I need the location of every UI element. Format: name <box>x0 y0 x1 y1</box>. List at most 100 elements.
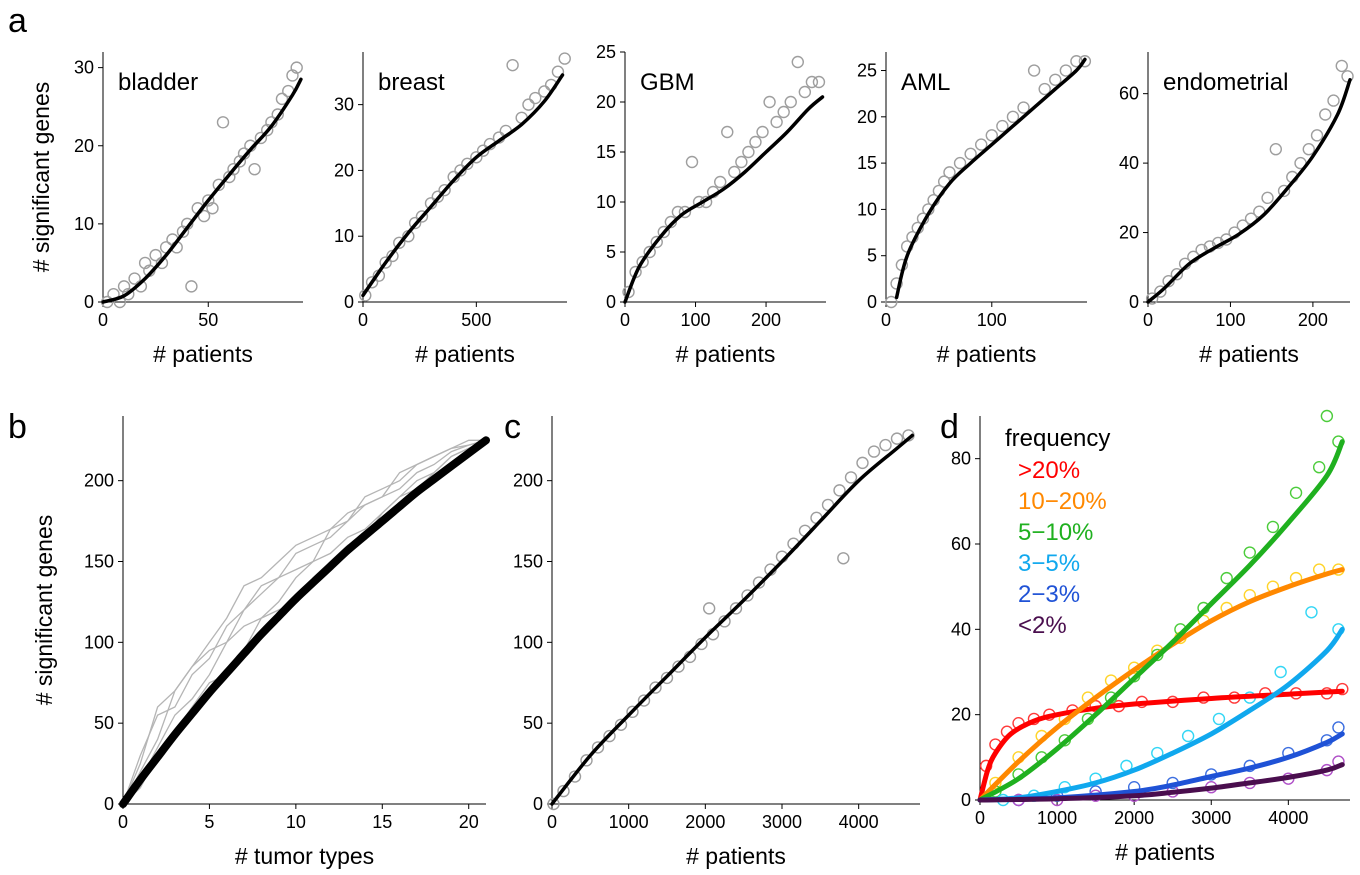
all-patients-y-tick-label: 200 <box>513 471 543 491</box>
breast-point <box>461 157 474 171</box>
aml-point <box>1006 110 1020 124</box>
breast-fit-line <box>361 73 565 298</box>
chart-all-patients: 0 1000 2000 3000 4000 0 50 100 150 200 # patients <box>513 416 920 869</box>
bladder-point <box>261 123 274 137</box>
gbm-point <box>636 255 649 269</box>
bladder-x-label: # patients <box>153 341 253 367</box>
bladder-point <box>223 170 236 184</box>
bladder-point <box>117 280 131 293</box>
aml-y-tick-label: 5 <box>867 246 877 266</box>
aml-point <box>975 138 988 151</box>
all-patients-x-tick-label: 3000 <box>762 812 802 832</box>
gbm-y-tick-label: 20 <box>596 92 616 112</box>
frequency-point <box>989 776 1002 790</box>
all-patients-point <box>637 694 651 707</box>
tumor-types-y-tick-label: 100 <box>84 632 114 652</box>
aml-y-tick-label: 0 <box>867 292 877 312</box>
tumor-types-series-line <box>122 439 486 805</box>
gbm-point <box>798 85 812 99</box>
aml-point <box>953 156 967 170</box>
bladder-point <box>286 69 299 82</box>
aml-x-tick-label: 0 <box>881 310 891 330</box>
gbm-point <box>643 245 656 259</box>
frequency-point <box>1266 520 1280 534</box>
chart-bladder: 0 50 0 10 20 30 # patients # significant genes b… <box>28 52 303 367</box>
aml-x-tick-label: 100 <box>977 310 1007 330</box>
tumor-types-y-tick-label: 200 <box>84 471 114 491</box>
all-patients-y-tick-label: 100 <box>513 632 543 652</box>
all-patients-point <box>695 637 708 651</box>
gbm-point <box>812 75 826 89</box>
tumor-types-y-tick-label: 50 <box>94 713 114 733</box>
breast-point <box>551 65 565 78</box>
gbm-point <box>650 235 663 249</box>
gbm-y-tick-label: 10 <box>596 192 616 212</box>
gbm-y-tick-label: 5 <box>606 242 616 262</box>
frequency-point <box>1312 461 1326 474</box>
frequency-point <box>1181 729 1195 743</box>
aml-fit-line <box>894 57 1087 300</box>
all-patients-point <box>702 602 716 615</box>
frequency-x-tick-label: 3000 <box>1191 808 1231 828</box>
endometrial-point <box>1261 191 1274 205</box>
tumor-types-series-line <box>122 439 487 805</box>
all-patients-point <box>833 484 846 497</box>
all-patients-y-tick-label: 0 <box>533 794 543 814</box>
endometrial-point <box>1302 143 1315 156</box>
frequency-y-tick-label: 80 <box>951 449 971 469</box>
all-patients-point <box>718 615 731 628</box>
aml-point <box>1027 64 1041 77</box>
frequency-point <box>1320 409 1334 423</box>
endometrial-point <box>1154 285 1167 298</box>
all-patients-point <box>729 602 743 615</box>
panel-letter-d: d <box>940 408 959 446</box>
gbm-point <box>714 175 727 189</box>
bladder-point <box>206 202 219 215</box>
breast-point <box>529 91 542 105</box>
tumor-types-x-tick-label: 0 <box>118 812 128 832</box>
aml-point <box>1038 82 1051 96</box>
tumor-types-x-tick-label: 5 <box>204 812 214 832</box>
legend-title: frequency <box>1005 425 1110 452</box>
bladder-y-tick-label: 30 <box>74 58 94 78</box>
endometrial-point <box>1310 129 1324 142</box>
gbm-x-tick-label: 100 <box>681 310 711 330</box>
bladder-point <box>212 178 225 192</box>
frequency-x-tick-label: 1000 <box>1037 808 1077 828</box>
breast-title: breast <box>378 69 445 96</box>
all-patients-point <box>626 705 639 719</box>
frequency-point <box>1332 721 1345 734</box>
frequency-point <box>1212 712 1226 726</box>
frequency-point <box>1274 665 1287 679</box>
frequency-y-tick-label: 0 <box>961 790 971 810</box>
chart-aml: 0 100 0 5 10 15 20 25 # patients AML <box>857 52 1092 367</box>
all-patients-x-tick-label: 2000 <box>685 812 725 832</box>
legend-entry: <2% <box>1018 612 1067 639</box>
aml-point <box>943 166 956 179</box>
aml-y-tick-label: 15 <box>857 153 877 173</box>
all-patients-point <box>591 741 605 754</box>
gbm-point <box>791 55 804 69</box>
frequency-point <box>1220 571 1233 585</box>
frequency-x-tick-label: 4000 <box>1268 808 1308 828</box>
endometrial-point <box>1269 143 1282 156</box>
all-patients-point <box>752 576 766 589</box>
gbm-point <box>721 125 734 139</box>
frequency-y-tick-label: 60 <box>951 534 971 554</box>
bladder-point <box>233 155 247 168</box>
endometrial-y-tick-label: 40 <box>1119 153 1139 173</box>
gbm-point <box>657 225 670 239</box>
all-patients-point <box>879 438 892 452</box>
gbm-point <box>756 125 769 139</box>
legend-entry: 5−10% <box>1018 519 1093 546</box>
tumor-types-series-line <box>122 439 487 805</box>
endometrial-y-tick-label: 0 <box>1129 292 1139 312</box>
gbm-title: GBM <box>640 69 695 96</box>
bladder-point <box>149 248 162 262</box>
all-patients-y-tick-label: 150 <box>513 552 543 572</box>
breast-point <box>431 190 444 203</box>
endometrial-point <box>1170 268 1184 281</box>
breast-point <box>365 276 379 289</box>
gbm-x-label: # patients <box>676 341 776 367</box>
